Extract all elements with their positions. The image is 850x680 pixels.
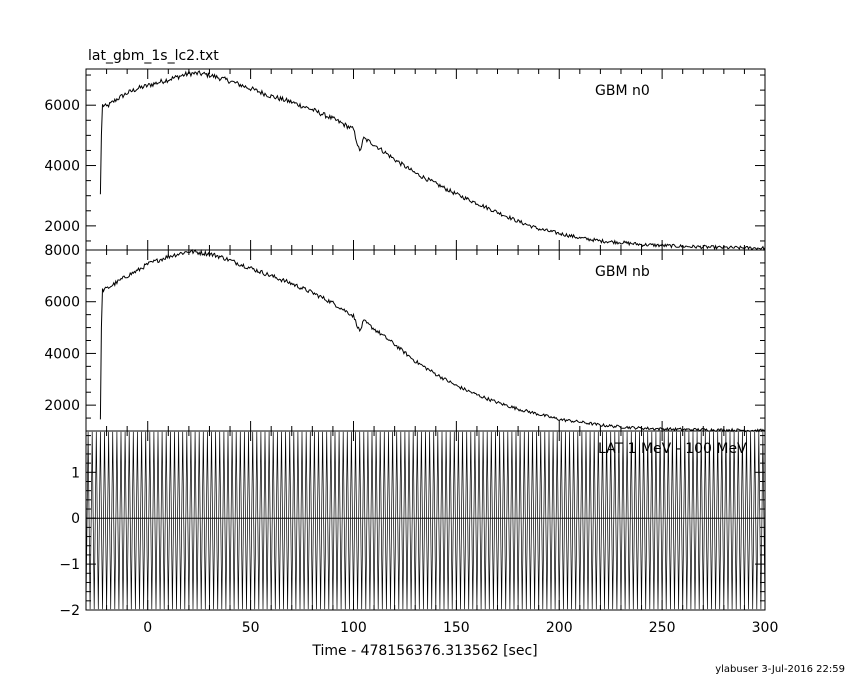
y-tick-label: 6000: [44, 98, 80, 114]
panel-gbm-n0: 2000 4000 6000 GBM n0: [44, 68, 766, 252]
y-tick-label: −1: [59, 557, 80, 573]
y-tick-label: 2000: [44, 219, 80, 235]
x-tick-label: 50: [242, 620, 260, 636]
series-label: GBM nb: [595, 264, 650, 280]
x-axis-label: Time - 478156376.313562 [sec]: [311, 643, 537, 659]
x-tick-label: 0: [143, 620, 152, 636]
light-curve-line: [99, 70, 766, 252]
y-tick-label: 4000: [44, 346, 80, 362]
x-tick-label: 150: [443, 620, 470, 636]
panel-frame: [85, 249, 766, 432]
panel-frame: [85, 430, 766, 611]
series-label: GBM n0: [595, 83, 650, 99]
y-tick-label: 8000: [44, 243, 80, 259]
y-tick-label: 2000: [44, 398, 80, 414]
lat-trace-line: [85, 431, 766, 610]
y-tick-label: 4000: [44, 159, 80, 175]
x-tick-label: 100: [340, 620, 367, 636]
x-tick-label: 300: [752, 620, 779, 636]
y-tick-label: 6000: [44, 295, 80, 311]
chart-title: lat_gbm_1s_lc2.txt: [88, 48, 219, 64]
x-tick-label: 200: [546, 620, 573, 636]
y-tick-label: 1: [71, 465, 80, 481]
x-tick-label: 250: [649, 620, 676, 636]
panel-frame: [85, 68, 766, 251]
y-tick-label: −2: [59, 603, 80, 619]
credit-label: ylabuser 3-Jul-2016 22:59: [715, 664, 845, 675]
light-curve-line: [99, 248, 766, 433]
y-tick-label: 0: [71, 511, 80, 527]
panel-gbm-nb: 2000 4000 6000 8000 GBM nb: [44, 243, 766, 433]
